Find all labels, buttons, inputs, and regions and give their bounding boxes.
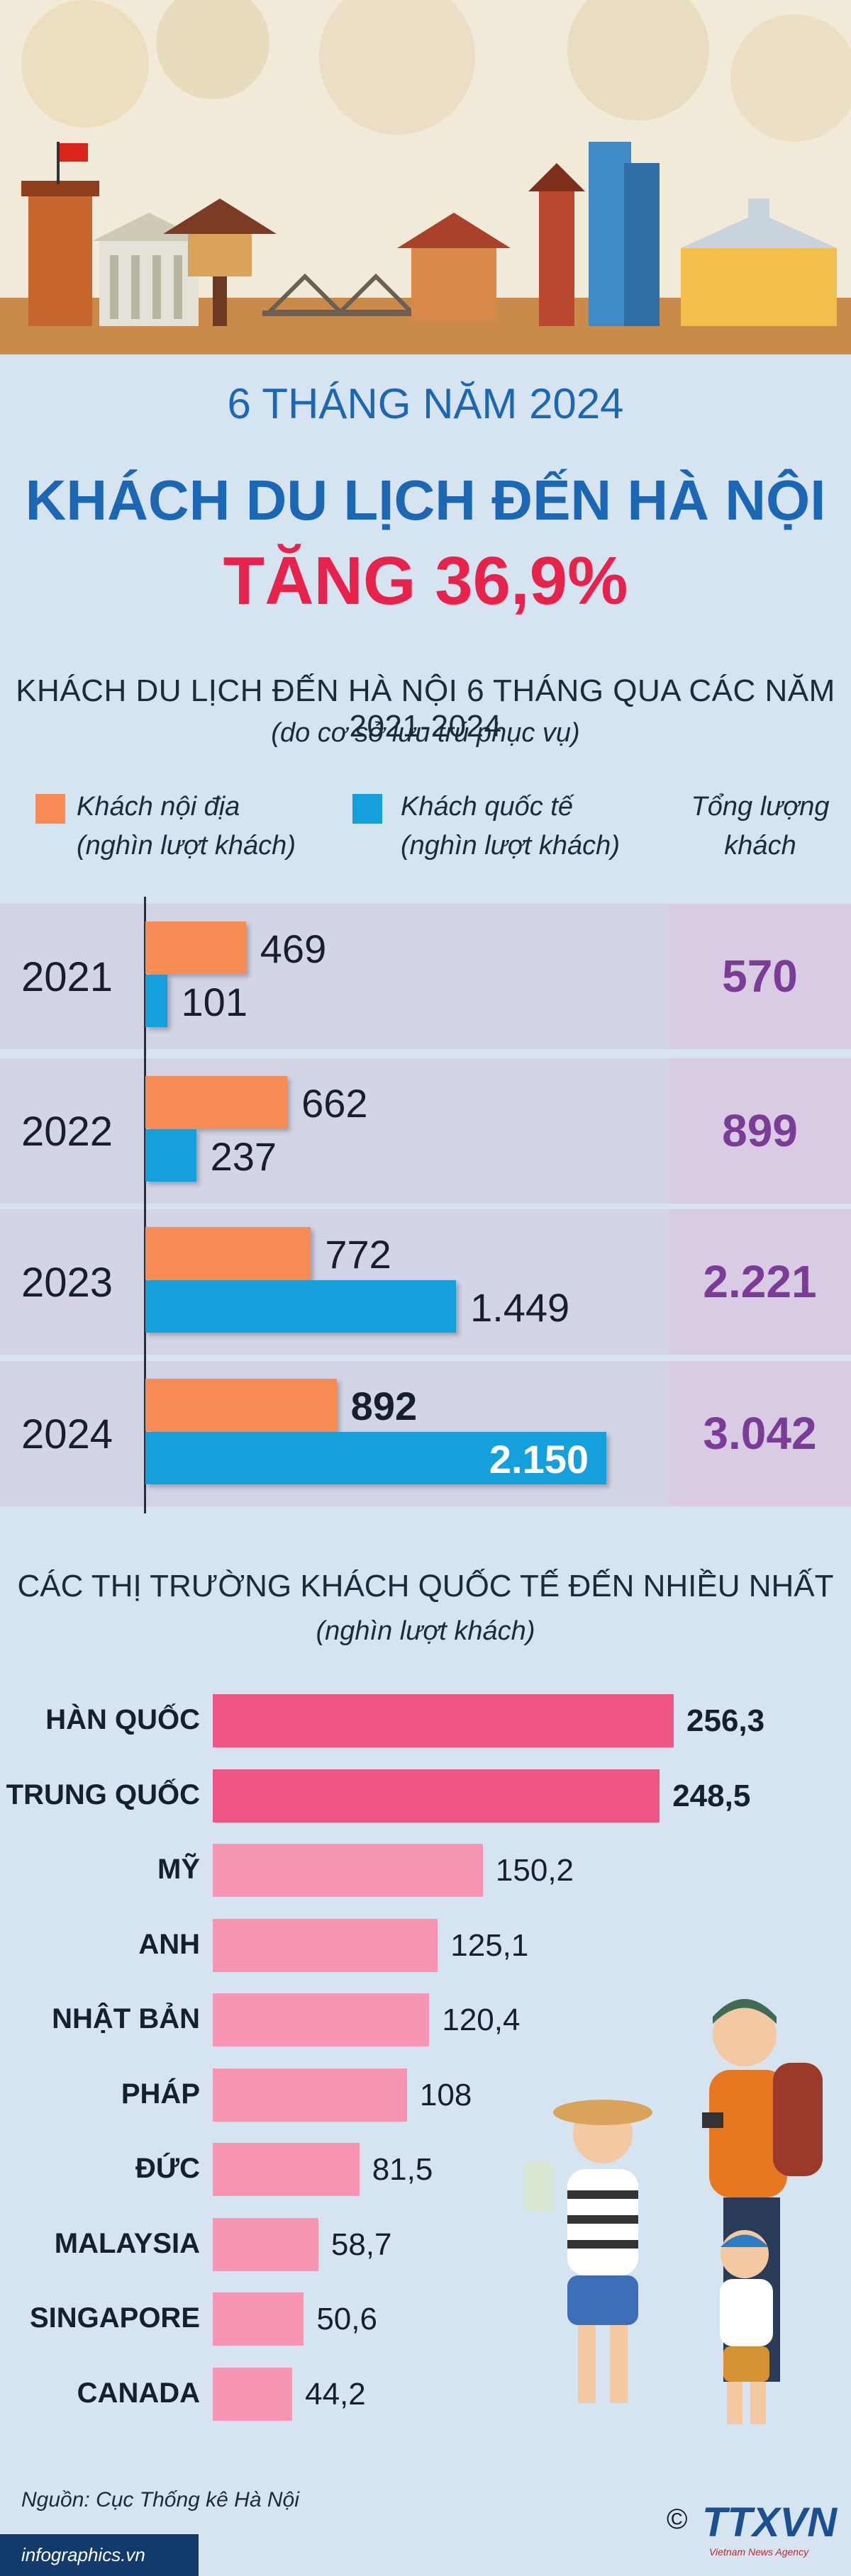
legend-swatch-domestic (35, 794, 65, 824)
markets-chart-title: CÁC THỊ TRƯỜNG KHÁCH QUỐC TẾ ĐẾN NHIỀU N… (17, 1569, 834, 1603)
market-value-label: 248,5 (672, 1778, 751, 1813)
legend-swatch-international (352, 794, 382, 824)
bar-domestic-2023 (145, 1227, 311, 1279)
market-label: MỸ (157, 1854, 200, 1885)
market-bar (213, 1694, 674, 1747)
legend-label-domestic: Khách nội địa (77, 792, 240, 822)
bar-value-label: 892 (350, 1384, 418, 1428)
bar-value-label: 101 (181, 980, 247, 1024)
legend-unit-domestic: (nghìn lượt khách) (77, 831, 296, 861)
legend-unit-international: (nghìn lượt khách) (401, 831, 620, 861)
market-bar (213, 2068, 407, 2122)
market-bar (213, 2367, 293, 2421)
market-label: TRUNG QUỐC (6, 1779, 200, 1810)
bar-domestic-2022 (145, 1076, 288, 1129)
bar-value-label: 2.150 (489, 1437, 589, 1482)
bar-value-label: 772 (325, 1232, 391, 1277)
bar-value-label: 662 (301, 1081, 368, 1126)
source-note: Nguồn: Cục Thống kê Hà Nội (21, 2488, 299, 2511)
total-value: 899 (722, 1105, 798, 1156)
market-value-label: 120,4 (442, 2003, 521, 2037)
year-label: 2023 (21, 1260, 113, 1306)
market-label: ĐỨC (135, 2153, 200, 2184)
total-header-line1: Tổng lượng (691, 792, 830, 822)
total-header-line2: khách (724, 831, 796, 861)
logo-text: TTXVN (702, 2499, 838, 2546)
header-subtitle: 6 THÁNG NĂM 2024 (227, 380, 624, 427)
market-label: PHÁP (121, 2078, 200, 2110)
total-value: 3.042 (703, 1408, 817, 1459)
site-label: infographics.vn (0, 2534, 199, 2576)
ttxvn-logo: © TTXVN Vietnam News Agency (667, 2495, 844, 2566)
bar-international-2021 (145, 975, 167, 1027)
tourist-family-illustration (525, 1999, 823, 2424)
bar-value-label: 237 (210, 1134, 277, 1179)
market-value-label: 81,5 (372, 2152, 433, 2187)
bar-domestic-2021 (145, 922, 246, 974)
markets-chart-subtitle: (nghìn lượt khách) (316, 1616, 535, 1646)
market-value-label: 44,2 (305, 2376, 366, 2412)
market-label: MALAYSIA (54, 2227, 200, 2259)
legend-label-international: Khách quốc tế (401, 792, 573, 822)
market-label: ANH (138, 1928, 200, 1960)
market-label: CANADA (77, 2377, 200, 2409)
market-bar (213, 2292, 304, 2346)
total-band-2024 (669, 1361, 851, 1506)
market-value-label: 58,7 (330, 2227, 392, 2262)
market-bar (213, 2217, 318, 2271)
total-band-2022 (669, 1058, 851, 1204)
market-bar (213, 1918, 438, 1972)
bar-value-label: 1.449 (470, 1285, 570, 1330)
total-band-2023 (669, 1209, 851, 1355)
market-label: HÀN QUỐC (45, 1704, 200, 1735)
market-bar (213, 1844, 483, 1897)
market-bar (213, 2143, 360, 2196)
total-band-2021 (669, 904, 851, 1049)
yearly-chart-title: KHÁCH DU LỊCH ĐẾN HÀ NỘI 6 THÁNG QUA CÁC… (16, 673, 835, 744)
yearly-axis-line (144, 897, 146, 1513)
market-value-label: 50,6 (316, 2302, 377, 2336)
landmarks-illustration (0, 0, 851, 354)
year-label: 2024 (21, 1411, 113, 1457)
bar-value-label: 469 (260, 926, 327, 971)
total-value: 570 (722, 951, 798, 1002)
market-label: SINGAPORE (29, 2302, 200, 2334)
bar-international-2022 (145, 1129, 196, 1182)
market-value-label: 108 (419, 2077, 472, 2112)
header-title: KHÁCH DU LỊCH ĐẾN HÀ NỘI (25, 469, 826, 532)
market-value-label: 256,3 (686, 1703, 765, 1738)
total-value: 2.221 (703, 1256, 817, 1307)
market-label: NHẬT BẢN (52, 2003, 200, 2034)
year-label: 2022 (21, 1109, 113, 1155)
bar-international-2023 (145, 1280, 457, 1333)
market-bar (213, 1993, 430, 2046)
bar-international-2024 (145, 1432, 606, 1484)
header-highlight: TĂNG 36,9% (223, 543, 628, 619)
logo-subtext: Vietnam News Agency (709, 2546, 809, 2558)
yearly-chart-subtitle: (do cơ sở lưu trú phục vụ) (271, 718, 580, 748)
bar-domestic-2024 (145, 1379, 337, 1431)
market-value-label: 125,1 (450, 1927, 529, 1963)
market-value-label: 150,2 (495, 1853, 574, 1888)
copyright-icon: © (667, 2504, 688, 2535)
market-bar (213, 1769, 660, 1822)
hanoi-landmarks-banner (0, 0, 851, 354)
year-label: 2021 (21, 954, 113, 1000)
